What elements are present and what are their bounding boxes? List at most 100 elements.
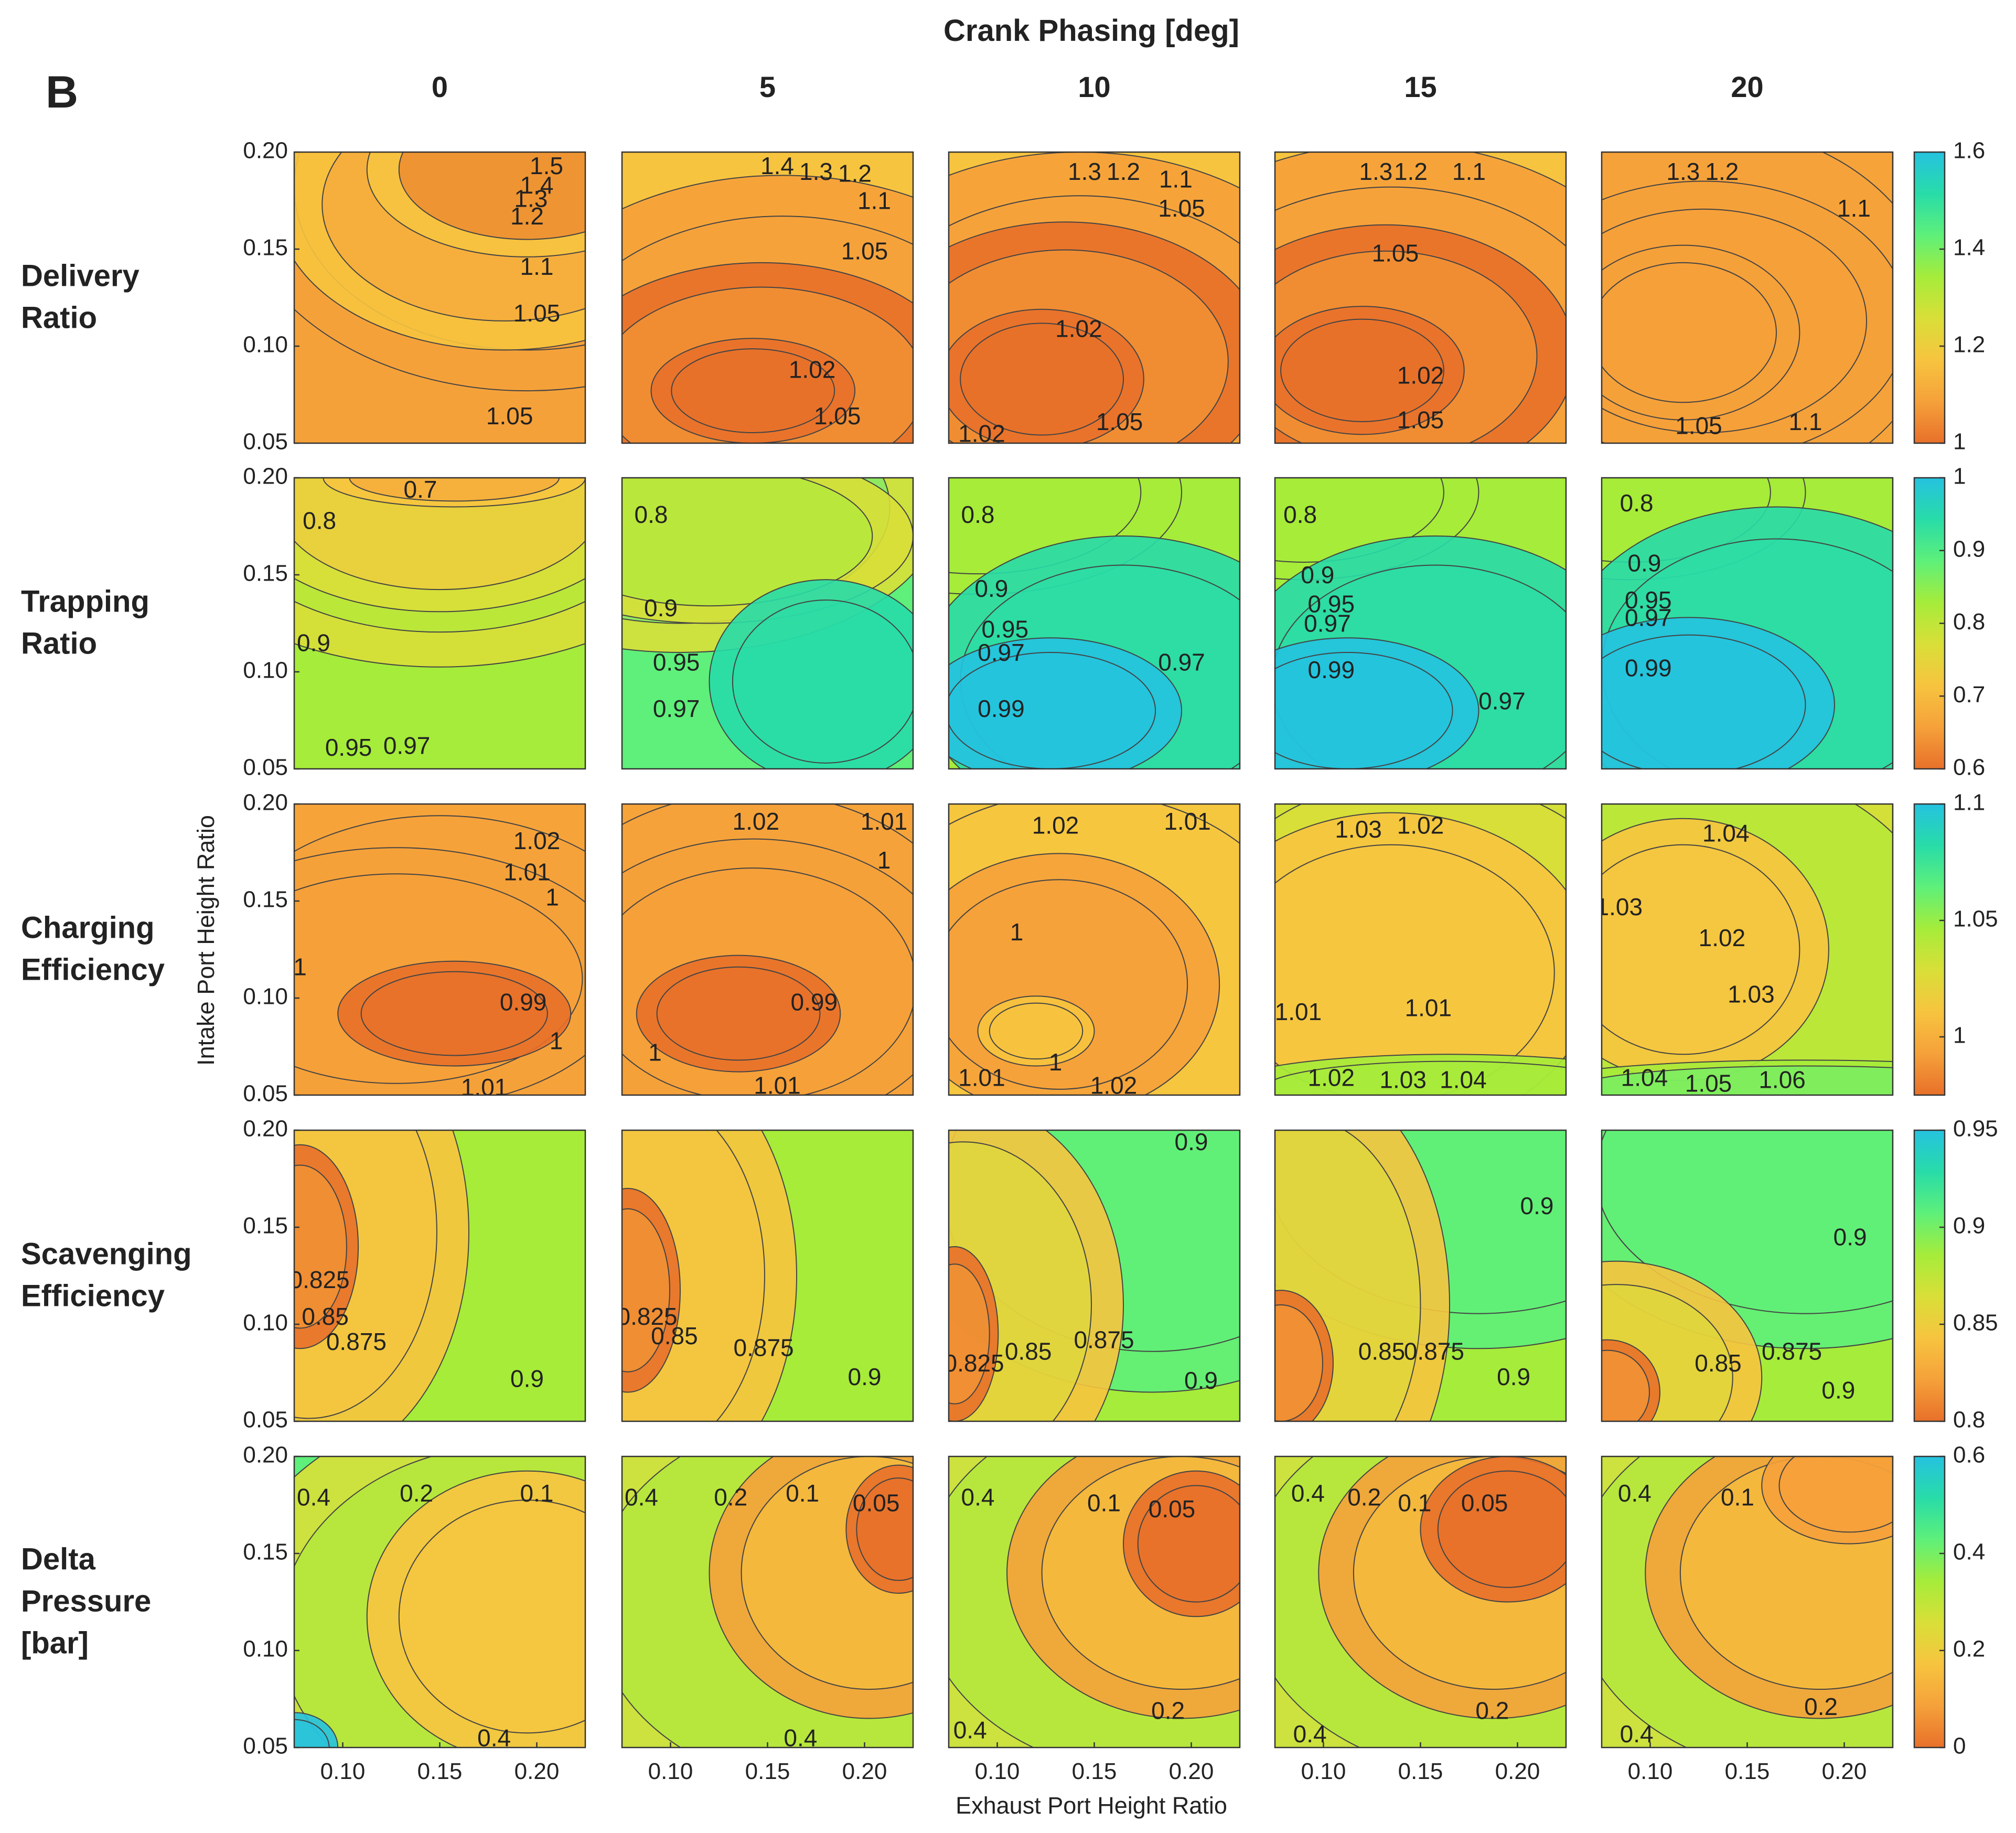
row-label-2-line-0: Charging bbox=[21, 911, 155, 945]
contour-label: 0.1 bbox=[520, 1480, 554, 1507]
contour-label: 0.8 bbox=[961, 501, 995, 528]
panel-r4-c3: 0.4 0.2 0.1 0.05 0.2 0.4 0.10 0.15 0.20 bbox=[1274, 1455, 1567, 1784]
colorbar-1: 1 0.9 0.8 0.7 0.6 bbox=[1913, 464, 1985, 780]
colorbar-tick-label: 1 bbox=[1953, 464, 1966, 489]
panel-r0-c3: 1.3 1.2 1.1 1.05 1.02 1.05 bbox=[1274, 151, 1567, 444]
contour-label: 0.97 bbox=[978, 639, 1025, 666]
contour-label: 0.4 bbox=[297, 1484, 330, 1511]
panel-r0-c4: 1.3 1.2 1.1 1.05 1.1 bbox=[1601, 151, 1894, 444]
panel-r2-c4: 1.04 1.03 1.02 1.03 1.04 1.05 1.06 bbox=[1601, 803, 1894, 1097]
y-tick-label: 0.05 bbox=[243, 429, 288, 455]
colorbar-tick-label: 0.8 bbox=[1953, 1407, 1985, 1433]
colorbar-3: 0.95 0.9 0.85 0.8 bbox=[1913, 1116, 1998, 1433]
panel-r4-c1: 0.4 0.2 0.1 0.05 0.4 0.10 0.15 0.20 bbox=[621, 1455, 914, 1784]
contour-label: 0.2 bbox=[714, 1484, 747, 1511]
colorbar-0: 1.6 1.4 1.2 1 bbox=[1913, 138, 1985, 455]
y-tick-label: 0.05 bbox=[243, 1407, 288, 1433]
x-tick-label: 0.10 bbox=[1628, 1759, 1673, 1784]
contour-label: 1.01 bbox=[1405, 994, 1452, 1021]
y-tick-label: 0.20 bbox=[243, 1116, 288, 1142]
contour-label: 0.99 bbox=[500, 988, 547, 1015]
contour-label: 0.4 bbox=[1618, 1480, 1652, 1507]
panel-r1-c0: 0.7 0.8 0.9 0.95 0.97 0.20 0.15 0.10 0.05 bbox=[243, 464, 586, 780]
y-tick-label: 0.10 bbox=[243, 1310, 288, 1336]
row-label-4-line-2: [bar] bbox=[21, 1626, 89, 1660]
colorbar-tick-label: 0.7 bbox=[1953, 682, 1985, 708]
contour-label: 1.01 bbox=[861, 808, 908, 835]
contour-label: 0.875 bbox=[734, 1334, 794, 1361]
panel-r4-c0: 0.4 0.2 0.10.40.200.150.100.050.10 0.15 0.20 bbox=[243, 1442, 586, 1784]
contour-label: 0.1 bbox=[1721, 1484, 1754, 1511]
contour-label: 0.9 bbox=[1184, 1367, 1218, 1394]
contour-label: 0.97 bbox=[1158, 648, 1205, 676]
row-label-4-line-0: Delta bbox=[21, 1542, 96, 1577]
panel-r0-c1: 1.4 1.3 1.21.1 1.05 1.02 1.05 bbox=[621, 151, 914, 444]
column-header-20: 20 bbox=[1731, 70, 1763, 103]
panel-r2-c1: 1.02 1.01 1 0.99 1 1.01 bbox=[621, 803, 914, 1099]
contour-label: 0.97 bbox=[1625, 604, 1672, 631]
contour-label: 1.2 bbox=[1107, 158, 1140, 185]
contour-label: 0.1 bbox=[1087, 1489, 1121, 1517]
x-tick-label: 0.10 bbox=[975, 1759, 1020, 1784]
y-tick-label: 0.05 bbox=[243, 1081, 288, 1107]
contour-label: 1.02 bbox=[513, 827, 561, 854]
colorbars: 1.6 1.4 1.2 110.90.80.70.6 1.11.051 0.950.90.… bbox=[1913, 138, 1998, 1759]
contour-label: 1.02 bbox=[1308, 1064, 1355, 1091]
contour-label: 0.9 bbox=[974, 575, 1008, 602]
colorbar-tick-label: 1.4 bbox=[1953, 235, 1985, 261]
contour-label: 0.1 bbox=[1398, 1489, 1431, 1517]
x-tick-label: 0.10 bbox=[320, 1759, 366, 1784]
x-tick-label: 0.15 bbox=[745, 1759, 790, 1784]
contour-label: 1.05 bbox=[513, 299, 561, 327]
x-tick-label: 0.20 bbox=[842, 1759, 887, 1784]
y-tick-label: 0.20 bbox=[243, 790, 288, 816]
contour-label: 0.2 bbox=[1475, 1697, 1509, 1724]
contour-label: 0.85 bbox=[1358, 1338, 1406, 1365]
row-label-2-line-1: Efficiency bbox=[21, 953, 165, 987]
x-tick-label: 0.15 bbox=[1398, 1759, 1443, 1784]
contour-label: 1 bbox=[293, 953, 307, 981]
contour-label: 1.05 bbox=[1685, 1070, 1732, 1097]
x-tick-label: 0.20 bbox=[1822, 1759, 1867, 1784]
panel-r2-c3: 1.03 1.02 1.01 1.01 1.02 1.03 1.04 bbox=[1274, 803, 1567, 1096]
contour-label: 1.04 bbox=[1702, 819, 1750, 846]
contour-label: 0.9 bbox=[1520, 1192, 1554, 1219]
contour-label: 0.95 bbox=[325, 734, 372, 761]
contour-label: 1.4 bbox=[520, 171, 554, 199]
contour-label: 1.1 bbox=[1837, 195, 1871, 222]
contour-label: 1.2 bbox=[838, 160, 872, 187]
colorbar-tick-label: 1.2 bbox=[1953, 332, 1985, 358]
y-tick-label: 0.10 bbox=[243, 984, 288, 1010]
contour-label: 1 bbox=[877, 846, 891, 874]
contour-label: 1.02 bbox=[1032, 812, 1079, 839]
contour-label: 1.2 bbox=[1394, 158, 1428, 185]
contour-label: 0.85 bbox=[1695, 1349, 1742, 1377]
contour-label: 0.1 bbox=[786, 1480, 819, 1507]
contour-label: 1.02 bbox=[733, 808, 780, 835]
contour-label: 1.02 bbox=[1055, 315, 1102, 342]
contour-label: 0.9 bbox=[1627, 550, 1661, 577]
contour-label: 1.05 bbox=[841, 238, 888, 265]
contour-label: 1.1 bbox=[520, 253, 554, 280]
contour-label: 0.97 bbox=[1304, 609, 1351, 637]
y-tick-label: 0.15 bbox=[243, 1213, 288, 1239]
contour-label: 1.03 bbox=[1335, 816, 1382, 843]
y-tick-label: 0.10 bbox=[243, 332, 288, 358]
contour-label: 1 bbox=[648, 1038, 662, 1066]
contour-label: 0.95 bbox=[1308, 590, 1355, 617]
colorbar-4: 0.6 0.4 0.2 0 bbox=[1913, 1442, 1985, 1759]
contour-label: 1.03 bbox=[1728, 980, 1775, 1007]
row-label-4-line-1: Pressure bbox=[21, 1584, 151, 1618]
contour-label: 1.1 bbox=[1159, 166, 1193, 193]
contour-label: 1.01 bbox=[754, 1071, 801, 1099]
contour-label: 0.05 bbox=[853, 1489, 900, 1517]
contour-label: 1.01 bbox=[958, 1064, 1005, 1091]
contour-label: 0.9 bbox=[1833, 1223, 1867, 1250]
colorbar-2: 1.1 1.05 1 bbox=[1913, 790, 1998, 1096]
panel-r1-c2: 0.80.90.950.97 0.970.99 bbox=[948, 477, 1241, 770]
colorbar-tick-label: 1.6 bbox=[1953, 138, 1985, 164]
contour-label: 1.01 bbox=[1275, 998, 1322, 1025]
panel-r0-c0: 1.51.41.31.2 1.1 1.05 1.05 0.20 0.15 0.10 0.05 bbox=[243, 138, 586, 455]
